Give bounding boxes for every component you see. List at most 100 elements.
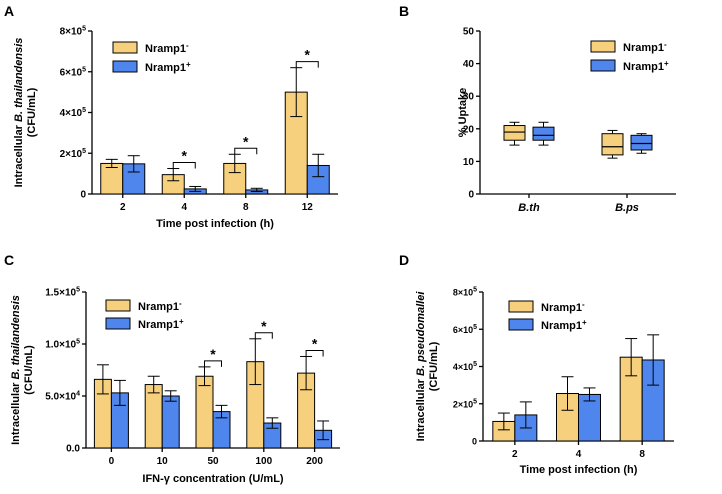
chart-c-legend-label-nramp1-plus: Nramp1+	[138, 317, 184, 331]
chart-c-y-axis-title-prefix: Intracellular	[10, 379, 22, 444]
chart-b-y-tick-label: 50	[463, 27, 475, 38]
chart-d-legend-label-text: Nramp1	[541, 302, 582, 314]
chart-c-y-axis-title-species: B. thailandensis	[10, 295, 22, 379]
chart-d-x-tick-label: 2	[512, 449, 518, 460]
chart-b-y-tick-label: 40	[463, 59, 475, 70]
chart-c-legend-label-nramp1-minus: Nramp1-	[138, 299, 182, 313]
chart-c-y-tick-label: 0.0	[66, 444, 80, 455]
chart-d-legend-label-text: Nramp1	[541, 320, 582, 332]
chart-b-y-tick-label-base: 40	[463, 59, 475, 70]
chart-a-y-tick-label-base: 4×10	[60, 108, 83, 119]
chart-b-legend-label-text: Nramp1	[623, 42, 664, 54]
chart-d-x-axis-title: Time post infection (h)	[520, 464, 638, 476]
chart-b-legend-label-superscript: -	[664, 40, 667, 49]
chart-c-y-tick-label: 1.5×105	[45, 287, 80, 299]
chart-c-legend-swatch-nramp1-minus	[105, 299, 131, 312]
chart-b-legend-swatch-nramp1-plus	[590, 59, 616, 72]
chart-d-x-tick-label: 4	[576, 449, 582, 460]
chart-b-y-axis-title: % Uptake	[457, 88, 469, 138]
chart-c-y-axis-title-unit: (CFU/mL)	[23, 345, 35, 395]
chart-a-y-tick-label-base: 6×10	[60, 67, 83, 78]
panel-letter-c: C	[4, 252, 14, 268]
chart-d-y-tick-label: 4×105	[453, 361, 477, 372]
chart-c-legend-label-superscript: +	[179, 317, 184, 326]
chart-d-y-tick-label: 2×105	[453, 398, 477, 409]
chart-b-legend-label-nramp1-plus: Nramp1+	[623, 59, 669, 73]
chart-d-legend-label-nramp1-minus: Nramp1-	[541, 300, 585, 314]
chart-b-y-tick-label: 0	[468, 190, 474, 201]
chart-a-y-tick-label: 8×105	[60, 26, 87, 38]
chart-c-x-tick-label: 10	[157, 456, 169, 467]
chart-a-y-axis-title-species: B. thailandensis	[13, 38, 25, 122]
chart-b-y-tick-label-base: 10	[463, 157, 475, 168]
chart-b-legend-label-superscript: +	[664, 59, 669, 68]
chart-a-x-tick-label: 8	[243, 202, 249, 213]
chart-b-x-tick-label: B.ps	[615, 202, 639, 214]
chart-c-y-tick-label: 1.0×105	[45, 339, 80, 351]
chart-b-box-nramp1-plus-bth	[532, 126, 555, 141]
chart-d-y-tick-label-base: 4×10	[453, 362, 473, 372]
chart-a-legend-label-superscript: +	[186, 60, 191, 69]
chart-c-x-tick-label: 0	[109, 456, 115, 467]
chart-a-significance-star: *	[305, 47, 311, 63]
chart-a-legend-label-nramp1-minus: Nramp1-	[145, 41, 189, 55]
chart-a-y-tick-label: 6×105	[60, 66, 87, 78]
chart-d-legend-label-superscript: +	[582, 318, 587, 327]
chart-b-box-nramp1-minus-bps	[601, 133, 624, 156]
chart-a-y-axis-title-prefix: Intracellular	[13, 122, 25, 187]
chart-a-significance-bracket	[172, 162, 196, 169]
chart-a-x-tick-label: 2	[120, 202, 126, 213]
chart-c-y-tick-label-base: 1.5×10	[45, 288, 76, 299]
chart-c-y-tick-label-exponent: 5	[76, 339, 80, 346]
chart-a-y-tick-label-base: 0	[80, 190, 86, 201]
chart-a-y-tick-label: 2×105	[60, 148, 87, 160]
chart-a-legend-swatch-nramp1-plus	[112, 60, 138, 73]
chart-d-legend-swatch-nramp1-plus	[508, 318, 534, 331]
chart-d-y-tick-label-base: 6×10	[453, 325, 473, 335]
chart-b-y-tick-label: 30	[463, 92, 475, 103]
chart-c-x-tick-label: 200	[306, 456, 323, 467]
chart-a-significance-bracket	[234, 147, 258, 155]
chart-c-bar-nramp1-minus-10	[144, 384, 163, 449]
chart-a-y-tick-label-exponent: 5	[82, 148, 86, 155]
chart-b-legend-label-nramp1-minus: Nramp1-	[623, 40, 667, 54]
chart-c-y-tick-label-base: 1.0×10	[45, 340, 76, 351]
chart-a-legend-label-text: Nramp1	[145, 43, 186, 55]
chart-d-y-tick-label-base: 0	[472, 437, 477, 447]
chart-d-y-tick-label: 0	[472, 437, 477, 447]
chart-c-bar-nramp1-plus-10	[161, 395, 180, 449]
chart-a-legend-label-superscript: -	[186, 41, 189, 50]
chart-c-y-tick-label-base: 5.0×10	[45, 392, 76, 403]
chart-d-y-tick-label-exponent: 5	[473, 398, 477, 405]
chart-c-y-tick-label: 5.0×104	[45, 391, 80, 403]
chart-d-legend-swatch-nramp1-minus	[508, 300, 534, 313]
chart-c-legend-swatch-nramp1-plus	[105, 317, 131, 330]
chart-c-x-axis-title: IFN-γ concentration (U/mL)	[142, 473, 284, 485]
chart-a-y-axis-title-unit: (CFU/mL)	[26, 87, 38, 137]
chart-c-legend-label-text: Nramp1	[138, 301, 179, 313]
chart-d-y-tick-label: 6×105	[453, 324, 477, 335]
chart-a-significance-star: *	[243, 133, 249, 149]
chart-c-bar-nramp1-minus-50	[195, 375, 214, 449]
chart-a-y-tick-label-exponent: 5	[82, 66, 86, 73]
chart-d-y-tick-label: 8×105	[453, 287, 477, 298]
chart-a-y-tick-label-exponent: 5	[82, 26, 86, 33]
chart-a-y-axis-title: Intracellular B. thailandensis	[13, 38, 25, 188]
chart-c-significance-bracket	[254, 332, 273, 339]
chart-b-y-tick-label-base: 0	[468, 190, 474, 201]
chart-b-y-tick-label: 20	[463, 124, 475, 135]
chart-d-y-tick-label-base: 8×10	[453, 288, 473, 298]
chart-d-y-axis-title-species: B. pseudomallei	[415, 291, 427, 376]
chart-c-significance-star: *	[261, 318, 267, 334]
chart-a-x-axis-title: Time post infection (h)	[156, 218, 274, 230]
chart-d-x-tick-label: 8	[639, 449, 645, 460]
chart-d-y-tick-label-exponent: 5	[473, 287, 477, 294]
chart-a-y-tick-label: 4×105	[60, 107, 87, 119]
chart-c-y-tick-label-exponent: 5	[76, 287, 80, 294]
chart-a-y-tick-label-base: 2×10	[60, 149, 83, 160]
chart-c-significance-star: *	[210, 346, 216, 362]
chart-a-legend-label-text: Nramp1	[145, 62, 186, 74]
chart-c-x-tick-label: 50	[207, 456, 219, 467]
